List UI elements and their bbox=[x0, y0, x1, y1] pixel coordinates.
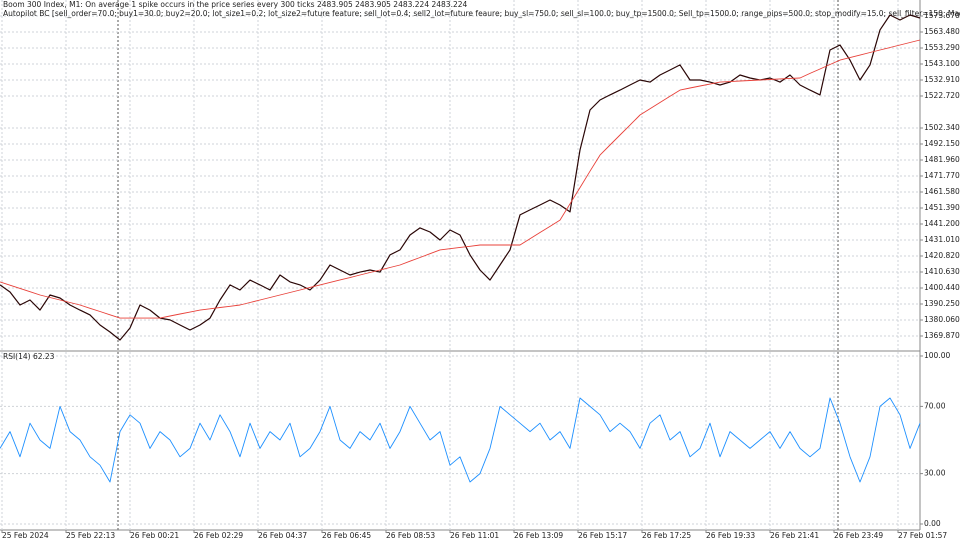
series-line bbox=[0, 39, 921, 319]
indicator-settings: Autopilot BC [sell_order=70.0; buy1=30.0… bbox=[3, 9, 960, 18]
x-tick-label: 26 Feb 23:49 bbox=[834, 531, 883, 540]
x-tick-label: 26 Feb 00:21 bbox=[130, 531, 179, 540]
y-tick-label: 1461.580 bbox=[924, 187, 960, 196]
y-tick-label: 1390.250 bbox=[924, 299, 960, 308]
y-tick-label: 30.00 bbox=[924, 469, 946, 478]
y-tick-label: 1410.630 bbox=[924, 267, 960, 276]
y-tick-label: 1532.910 bbox=[924, 75, 960, 84]
x-tick-label: 26 Feb 17:25 bbox=[642, 531, 691, 540]
y-tick-label: 1380.060 bbox=[924, 315, 960, 324]
x-tick-label: 26 Feb 08:53 bbox=[386, 531, 435, 540]
x-tick-label: 26 Feb 13:09 bbox=[514, 531, 563, 540]
x-tick-label: 27 Feb 01:57 bbox=[898, 531, 947, 540]
y-tick-label: 1471.770 bbox=[924, 171, 960, 180]
x-tick-label: 26 Feb 19:33 bbox=[706, 531, 755, 540]
y-tick-label: 0.00 bbox=[924, 519, 941, 528]
y-tick-label: 100.00 bbox=[924, 351, 950, 360]
y-tick-label: 1492.150 bbox=[924, 139, 960, 148]
x-tick-label: 26 Feb 15:17 bbox=[578, 531, 627, 540]
y-tick-label: 1420.820 bbox=[924, 251, 960, 260]
chart-title: Boom 300 Index, M1: On average 1 spike o… bbox=[3, 0, 467, 9]
y-tick-label: 1502.340 bbox=[924, 123, 960, 132]
y-tick-label: 1451.390 bbox=[924, 203, 960, 212]
y-tick-label: 70.00 bbox=[924, 401, 946, 410]
y-tick-label: 1563.480 bbox=[924, 27, 960, 36]
x-tick-label: 25 Feb 2024 bbox=[2, 531, 49, 540]
x-tick-label: 26 Feb 02:29 bbox=[194, 531, 243, 540]
x-tick-label: 26 Feb 11:01 bbox=[450, 531, 499, 540]
x-tick-label: 26 Feb 04:37 bbox=[258, 531, 307, 540]
y-tick-label: 1573.670 bbox=[924, 11, 960, 20]
y-tick-label: 1431.010 bbox=[924, 235, 960, 244]
y-tick-label: 1553.290 bbox=[924, 43, 960, 52]
x-tick-label: 26 Feb 06:45 bbox=[322, 531, 371, 540]
y-tick-label: 1400.440 bbox=[924, 283, 960, 292]
y-tick-label: 1441.200 bbox=[924, 219, 960, 228]
series-line bbox=[0, 397, 921, 483]
y-tick-label: 1522.720 bbox=[924, 91, 960, 100]
y-tick-label: 1481.960 bbox=[924, 155, 960, 164]
x-tick-label: 25 Feb 22:13 bbox=[66, 531, 115, 540]
series-line bbox=[0, 14, 921, 341]
x-tick-label: 26 Feb 21:41 bbox=[770, 531, 819, 540]
rsi-title: RSI(14) 62.23 bbox=[3, 352, 55, 361]
y-tick-label: 1369.870 bbox=[924, 331, 960, 340]
y-tick-label: 1543.100 bbox=[924, 59, 960, 68]
